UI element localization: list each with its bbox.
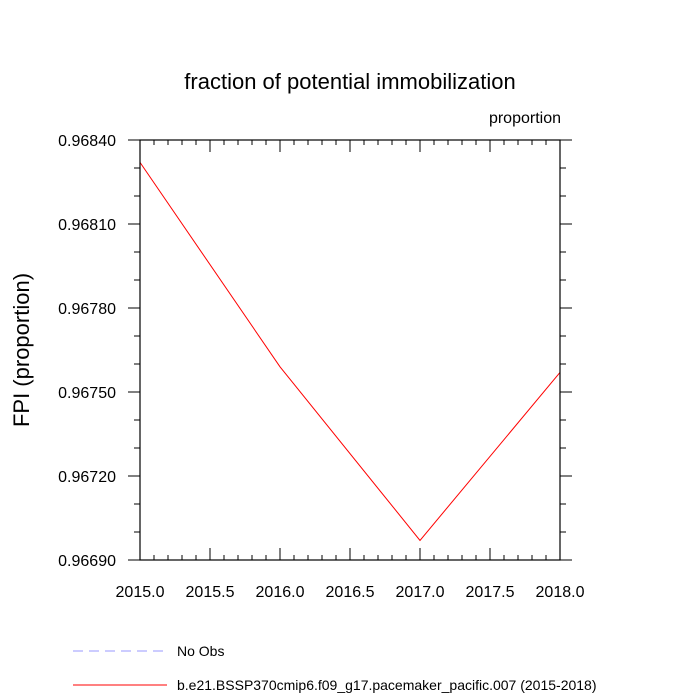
chart-title: fraction of potential immobilization [184,69,515,94]
legend-label: No Obs [177,643,224,659]
y-tick-label: 0.96720 [58,469,116,486]
y-tick-label: 0.96690 [58,553,116,570]
x-tick-label: 2015.0 [116,584,165,601]
series-line [139,162,561,542]
lines-layer [139,162,561,542]
x-tick-label: 2016.5 [326,584,375,601]
plot-frame [139,139,561,561]
y-axis-label: FPI (proportion) [9,273,34,427]
y-tick-label: 0.96810 [58,217,116,234]
legend-label: b.e21.BSSP370cmip6.f09_g17.pacemaker_pac… [177,677,597,693]
y-tick-label: 0.96780 [58,301,116,318]
x-tick-label: 2016.0 [256,584,305,601]
x-tick-label: 2018.0 [536,584,585,601]
units-label: proportion [489,110,561,127]
y-tick-label: 0.96840 [58,133,116,150]
ticks-layer: 2015.0 2015.5 2016.0 2016.5 2017.0 2017.5 2018… [58,133,584,601]
x-tick-label: 2017.5 [466,584,515,601]
data-point [279,365,282,368]
data-point [419,539,422,542]
x-tick-label: 2017.0 [396,584,445,601]
x-tick-label: 2015.5 [186,584,235,601]
legend: No Obs b.e21.BSSP370cmip6.f09_g17.pacemak… [73,643,597,693]
y-tick-label: 0.96750 [58,385,116,402]
